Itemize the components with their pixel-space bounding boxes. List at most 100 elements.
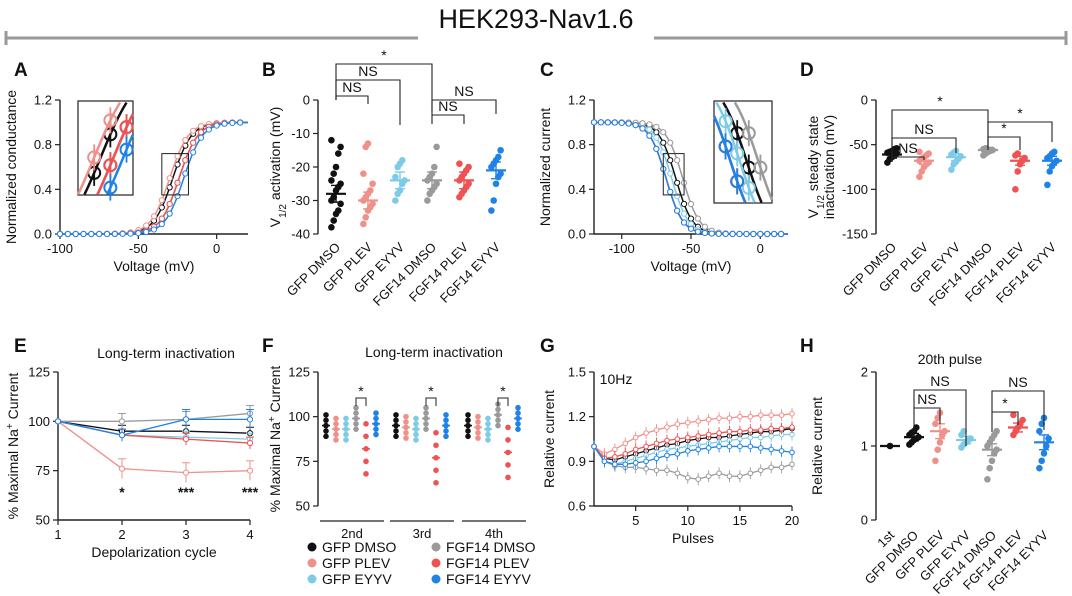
- y-tick-label: 1.2: [34, 93, 52, 108]
- y-tick-label: 100: [288, 409, 310, 424]
- data-point-gfp-plev: [403, 435, 409, 441]
- data-point-fgf14-dmso: [716, 470, 722, 477]
- group-label-4th: 4th: [485, 526, 503, 541]
- series-line-fgf14-eyyv: [57, 418, 250, 436]
- data-point-fgf14-eyyv: [118, 432, 126, 439]
- y-axis-label-part: Normalized conductance: [3, 90, 19, 244]
- data-point-fgf14-dmso: [684, 474, 691, 481]
- panel-d-chart: 0 -50 -100 -150 V1/2 steady stateinactivatio…: [805, 93, 1062, 309]
- data-point-fgf14-plev: [456, 160, 463, 167]
- data-point-gfp-plev: [684, 419, 691, 426]
- data-point-fgf14-dmso: [423, 410, 429, 416]
- data-point-gfp-eyyv: [413, 431, 419, 438]
- data-point-gfp-plev: [166, 175, 173, 182]
- data-point-fgf14-plev: [716, 430, 722, 436]
- data-point-fgf14-eyyv: [695, 446, 702, 453]
- data-point-fgf14-eyyv: [715, 230, 722, 237]
- data-point-gfp-plev: [369, 200, 376, 208]
- data-point-gfp-dmso: [393, 428, 399, 434]
- data-point-gfp-plev: [934, 414, 941, 422]
- data-point-fgf14-plev: [246, 439, 254, 447]
- legend-marker-gfp-eyyv: [307, 574, 317, 584]
- data-point-gfp-eyyv: [960, 427, 967, 435]
- significance-label: *: [119, 484, 125, 500]
- data-point-fgf14-eyyv: [443, 412, 449, 418]
- y-axis-label-part: inactivation (mV): [821, 115, 837, 219]
- y-tick-label: -10: [291, 126, 310, 141]
- data-point-fgf14-eyyv: [515, 426, 521, 432]
- y-axis-label: Normalized current: [537, 108, 553, 226]
- data-point-fgf14-plev: [505, 424, 511, 431]
- data-point-fgf14-eyyv: [80, 230, 87, 238]
- y-axis-label-line: Relative current: [809, 397, 825, 495]
- data-point-fgf14-plev: [737, 428, 743, 435]
- x-tick-label: 1: [54, 527, 61, 542]
- data-point-fgf14-eyyv: [653, 145, 660, 152]
- data-point-fgf14-eyyv: [373, 431, 379, 438]
- data-point-fgf14-dmso: [789, 461, 795, 468]
- data-point-fgf14-dmso: [118, 418, 126, 425]
- data-point-gfp-plev: [333, 421, 339, 427]
- data-point-fgf14-eyyv: [632, 460, 639, 466]
- legend: GFP DMSO FGF14 DMSO GFP PLEV FGF14 PLEV GFP …: [307, 539, 536, 587]
- y-axis-label-part: +: [267, 416, 278, 422]
- panel-c-chart: 0.0 0.4 0.8 1.2 -100 -50 0 Voltage (mV) Normaliz…: [537, 93, 789, 274]
- data-point-gfp-plev: [757, 412, 764, 418]
- legend-label-fgf14-plev: FGF14 PLEV: [446, 555, 530, 571]
- significance-label: NS: [438, 98, 457, 114]
- y-axis-label-part: activation (mV): [267, 107, 283, 204]
- x-tick-label: 5: [632, 513, 639, 528]
- data-point-gfp-plev: [333, 415, 339, 422]
- significance-label: NS: [917, 391, 936, 407]
- data-point-fgf14-eyyv: [497, 170, 504, 177]
- y-tick-label: 1.5: [568, 365, 586, 380]
- data-point-gfp-eyyv: [343, 421, 349, 427]
- data-point-fgf14-plev: [674, 436, 681, 442]
- x-tick-label: 15: [733, 513, 747, 528]
- data-point-fgf14-eyyv: [103, 230, 111, 238]
- data-point-fgf14-dmso: [431, 163, 438, 171]
- data-point-fgf14-eyyv: [684, 448, 691, 454]
- data-point-fgf14-plev: [1010, 411, 1017, 419]
- data-point-gfp-plev: [403, 419, 409, 425]
- group-label-3rd: 3rd: [413, 526, 432, 541]
- data-point-fgf14-eyyv: [611, 119, 618, 126]
- data-point-fgf14-plev: [433, 467, 439, 474]
- data-point-fgf14-eyyv: [729, 230, 736, 238]
- data-point-gfp-plev: [364, 140, 372, 147]
- legend-label-gfp-eyyv: GFP EYYV: [322, 571, 392, 587]
- data-point-fgf14-eyyv: [488, 207, 495, 214]
- x-axis-label: Depolarization cycle: [91, 544, 216, 560]
- data-point-fgf14-dmso: [778, 464, 785, 471]
- y-tick-label: -50: [849, 137, 868, 152]
- data-point-fgf14-eyyv: [72, 230, 79, 238]
- y-tick-label: 0.0: [568, 227, 586, 242]
- data-point-fgf14-eyyv: [701, 229, 708, 237]
- y-axis-label-part: Normalized current: [537, 108, 553, 226]
- data-point-gfp-dmso: [393, 417, 399, 424]
- data-point-fgf14-eyyv: [443, 417, 449, 424]
- data-point-gfp-plev: [360, 170, 367, 177]
- data-point-fgf14-eyyv: [757, 445, 764, 451]
- y-tick-label: 0.9: [568, 454, 586, 469]
- data-point-gfp-dmso: [328, 224, 335, 231]
- data-point-gfp-plev: [778, 412, 785, 418]
- y-axis-label-line: Relative current: [541, 390, 557, 488]
- x-tick-label: 0: [757, 241, 764, 256]
- y-tick-label: -150: [842, 227, 868, 242]
- data-point-gfp-eyyv: [485, 437, 491, 443]
- data-point-fgf14-eyyv: [1038, 420, 1045, 428]
- data-point-fgf14-eyyv: [736, 230, 743, 238]
- y-axis-label-part: Current: [267, 366, 283, 417]
- data-point-fgf14-plev: [684, 434, 691, 441]
- data-point-fgf14-eyyv: [197, 134, 205, 141]
- data-point-fgf14-eyyv: [497, 146, 504, 154]
- data-point-fgf14-dmso: [694, 215, 702, 222]
- data-point-gfp-plev: [150, 213, 158, 220]
- data-point-fgf14-eyyv: [143, 228, 150, 236]
- zoom-box: [161, 153, 189, 196]
- data-point-fgf14-eyyv: [96, 230, 103, 238]
- significance-bracket: [431, 99, 497, 115]
- data-point-gfp-plev: [643, 430, 649, 436]
